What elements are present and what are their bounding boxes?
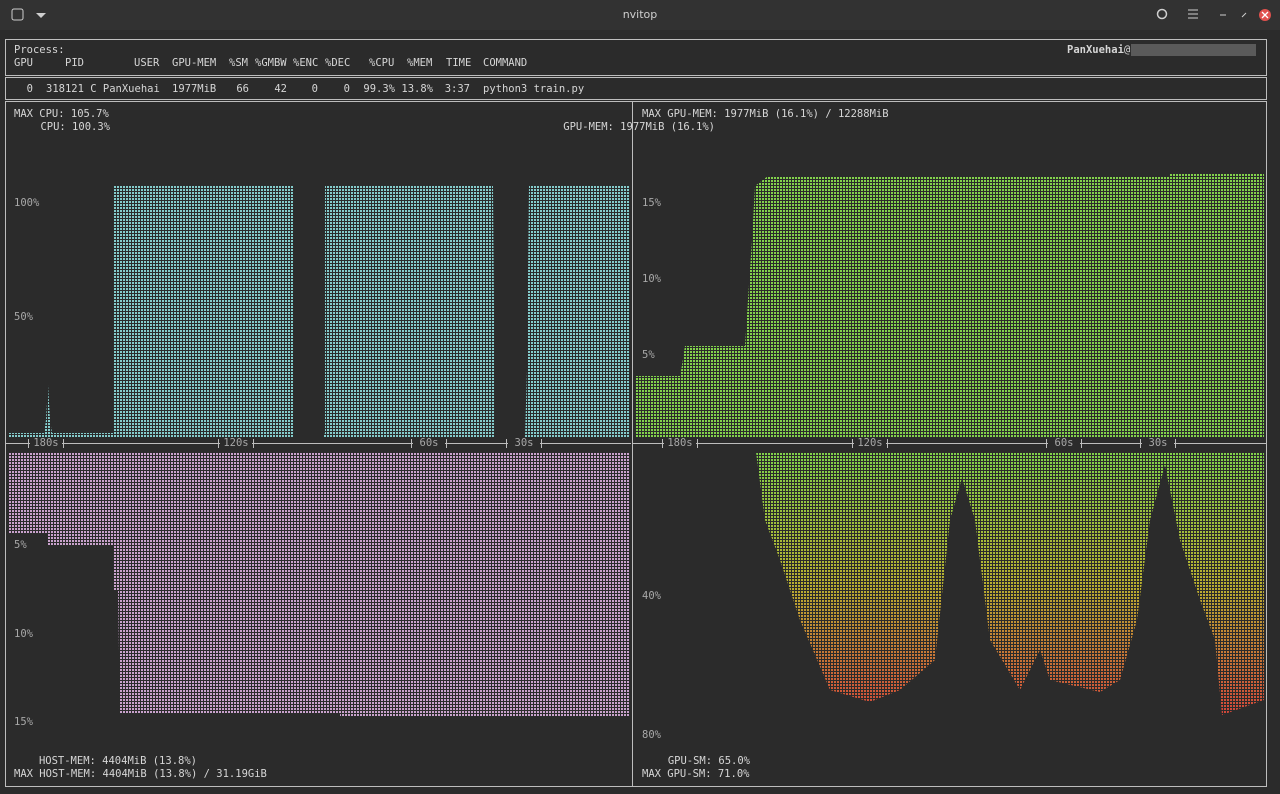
host-mem-max: MAX HOST-MEM: 4404MiB (13.8%) / 31.19GiB bbox=[14, 768, 267, 780]
x-tick-label: 30s bbox=[1149, 437, 1168, 449]
column-header: GPU-MEM bbox=[172, 57, 216, 69]
x-tick-label: 60s bbox=[420, 437, 439, 449]
tick-label-bg bbox=[413, 437, 445, 449]
gpu-mem-graph bbox=[636, 173, 1264, 437]
gpu-sm-graph bbox=[756, 452, 1264, 715]
process-cell: 66 bbox=[236, 83, 249, 95]
hamburger-menu[interactable] bbox=[1188, 9, 1198, 19]
process-cell: 0 bbox=[344, 83, 350, 95]
tick-label-bg bbox=[854, 437, 886, 449]
x-tick-label: 120s bbox=[223, 437, 248, 449]
gpu-sm-current: GPU-SM: 65.0% bbox=[668, 755, 751, 767]
new-tab-button[interactable] bbox=[11, 8, 24, 21]
y-tick-label: 10% bbox=[642, 273, 662, 285]
tick-label-bg bbox=[12, 716, 38, 728]
process-cell: 1977MiB bbox=[172, 83, 216, 95]
tick-label-bg bbox=[30, 437, 62, 449]
tick-label-bg bbox=[508, 437, 540, 449]
hostname-blur bbox=[1131, 44, 1256, 56]
process-cell: 13.8% bbox=[401, 83, 433, 95]
x-tick-label: 60s bbox=[1055, 437, 1074, 449]
x-tick-label: 120s bbox=[857, 437, 882, 449]
column-header: USER bbox=[134, 57, 160, 69]
column-header: %MEM bbox=[407, 57, 432, 69]
process-cell: 3:37 bbox=[445, 83, 470, 95]
gpu-mem-max: MAX GPU-MEM: 1977MiB (16.1%) / 12288MiB bbox=[642, 108, 889, 120]
process-cell: 0 bbox=[27, 83, 33, 95]
host-mem-graph bbox=[8, 452, 630, 716]
column-header: COMMAND bbox=[483, 57, 527, 69]
process-cell: python3 train.py bbox=[483, 83, 584, 95]
y-tick-label: 40% bbox=[642, 590, 662, 602]
y-tick-label: 5% bbox=[642, 349, 655, 361]
process-cell: 0 bbox=[312, 83, 318, 95]
gpu-mem-current: GPU-MEM: 1977MiB (16.1%) bbox=[563, 121, 715, 133]
frames bbox=[5, 39, 1267, 787]
x-tick-label: 30s bbox=[515, 437, 534, 449]
column-header: %SM bbox=[229, 57, 248, 69]
column-header: GPU bbox=[14, 57, 33, 69]
menu-dropdown[interactable] bbox=[36, 13, 46, 18]
user-name: PanXuehai bbox=[1067, 44, 1124, 56]
process-cell: 99.3% bbox=[363, 83, 395, 95]
close-icon bbox=[1261, 11, 1269, 19]
process-cell: 318121 C PanXuehai bbox=[46, 83, 160, 95]
tick-label-bg bbox=[220, 437, 252, 449]
column-header: %ENC bbox=[293, 57, 318, 69]
tick-label-bg bbox=[664, 437, 696, 449]
y-tick-label: 10% bbox=[14, 628, 34, 640]
host-mem-current: HOST-MEM: 4404MiB (13.8%) bbox=[39, 755, 197, 767]
tick-label-bg bbox=[1142, 437, 1174, 449]
at-sign: @ bbox=[1124, 44, 1131, 56]
title-bar bbox=[0, 0, 1280, 30]
y-tick-label: 15% bbox=[14, 716, 34, 728]
search-button[interactable] bbox=[1156, 8, 1168, 20]
tick-label-bg bbox=[12, 628, 38, 640]
tick-label-bg bbox=[12, 539, 38, 551]
column-header: %CPU bbox=[369, 57, 394, 69]
column-header: PID bbox=[65, 57, 84, 69]
y-tick-label: 80% bbox=[642, 729, 662, 741]
x-tick-label: 180s bbox=[667, 437, 692, 449]
y-tick-label: 50% bbox=[14, 311, 34, 323]
y-tick-label: 5% bbox=[14, 539, 27, 551]
column-header: %DEC bbox=[325, 57, 350, 69]
column-header: %GMBW bbox=[255, 57, 287, 69]
y-tick-label: 15% bbox=[642, 197, 662, 209]
cpu-current: CPU: 100.3% bbox=[40, 121, 110, 133]
window-title: nvitop bbox=[623, 8, 658, 21]
cpu-graph bbox=[8, 186, 630, 437]
tick-label-bg bbox=[1048, 437, 1080, 449]
y-tick-label: 100% bbox=[14, 197, 40, 209]
process-cell: 42 bbox=[274, 83, 287, 95]
cpu-max: MAX CPU: 105.7% bbox=[14, 108, 110, 120]
column-header: TIME bbox=[446, 57, 471, 69]
maximize-button[interactable] bbox=[1241, 12, 1247, 18]
gpu-sm-max: MAX GPU-SM: 71.0% bbox=[642, 768, 750, 780]
x-tick-label: 180s bbox=[33, 437, 58, 449]
process-label: Process: bbox=[14, 44, 65, 56]
